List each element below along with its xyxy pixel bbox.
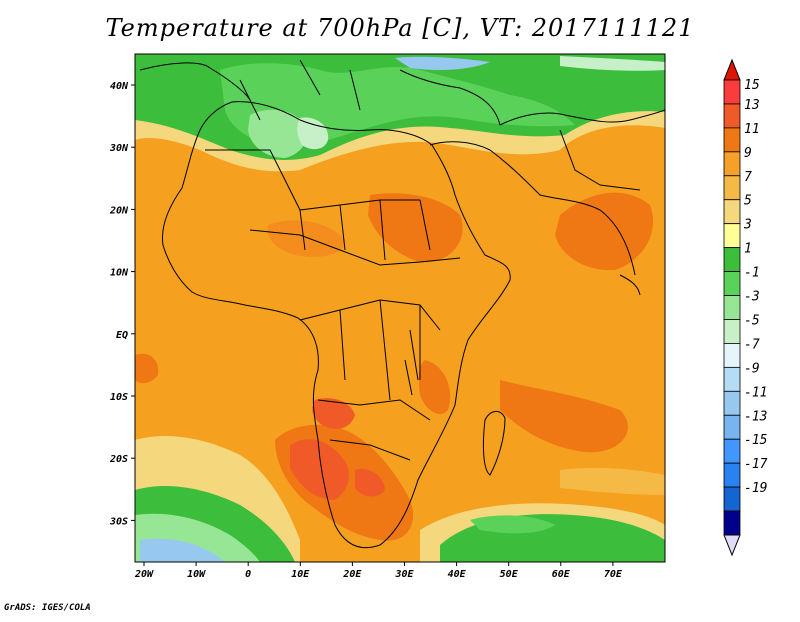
colorbar-label: -5 [744, 313, 760, 328]
colorbar-label: 5 [744, 194, 752, 209]
coastlines [139, 59, 665, 549]
colorbar-label: -11 [744, 385, 767, 400]
colorbar-segment [723, 486, 741, 512]
lat-tick-label: 30N [109, 143, 129, 154]
lon-tick-label: 70E [604, 569, 623, 580]
colorbar-segment [723, 247, 741, 272]
colorbar-segment [723, 127, 741, 153]
colorbar-segment [723, 319, 741, 344]
lon-tick-label: 0 [245, 569, 251, 580]
colorbar-label: 1 [744, 242, 752, 257]
lat-tick-label: 20S [109, 454, 128, 465]
colorbar-label: -13 [744, 409, 767, 424]
lat-tick-label: 30S [109, 516, 128, 527]
lat-tick-label: 10N [110, 268, 129, 279]
colorbar-label: -3 [744, 290, 760, 305]
lat-tick-label: 10S [110, 392, 128, 403]
lon-tick-label: 10E [291, 569, 310, 580]
colorbar-label: 9 [744, 146, 752, 161]
lon-tick-label: 40E [448, 569, 467, 580]
colorbar: 15 13 11 9 7 5 3 1 -1 -3 -5 -7 -9 -11 -13 -15 -17 -19 [723, 58, 768, 557]
lon-tick-label: 10W [187, 569, 206, 580]
lat-tick-label: 20N [109, 205, 129, 216]
colorbar-segment [723, 223, 741, 249]
lon-tick-label: 30E [394, 569, 414, 580]
plot-frame [134, 53, 666, 563]
colorbar-segment [723, 199, 741, 225]
colorbar-segment [723, 343, 741, 368]
colorbar-label: 7 [744, 170, 752, 185]
temperature-field [135, 54, 665, 562]
map-axes: 20W 10W 0 10E 20E 30E 40E 50E 60E 70E 40N 30N 20N 10N… [109, 81, 623, 580]
lon-tick-label: 20E [342, 569, 362, 580]
colorbar-segment [723, 462, 741, 488]
colorbar-segment [723, 390, 741, 416]
grads-credit: GrADS: IGES/COLA [4, 603, 91, 613]
colorbar-label: -1 [744, 266, 760, 281]
lat-tick-label: 40N [110, 81, 129, 92]
colorbar-segment [723, 366, 741, 392]
lon-tick-label: 50E [500, 569, 519, 580]
colorbar-label: 3 [743, 218, 752, 233]
lat-tick-label: EQ [116, 330, 128, 341]
colorbar-segment [723, 79, 741, 105]
colorbar-top-arrow [723, 58, 741, 81]
colorbar-label: 11 [744, 122, 760, 137]
colorbar-label: -9 [744, 361, 760, 376]
colorbar-label: -19 [744, 481, 767, 496]
colorbar-segment [723, 175, 741, 201]
colorbar-label: 15 [744, 78, 760, 93]
colorbar-bottom-arrow [723, 534, 741, 557]
colorbar-label: -17 [744, 457, 768, 472]
colorbar-segment [723, 510, 741, 536]
colorbar-segment [723, 151, 741, 177]
colorbar-segment [723, 295, 741, 320]
colorbar-segment [723, 271, 741, 296]
colorbar-segment [723, 438, 741, 464]
lon-tick-label: 20W [134, 569, 154, 580]
map-title: Temperature at 700hPa [C], VT: 201711112… [105, 14, 695, 42]
colorbar-label: -7 [744, 337, 760, 352]
colorbar-label: -15 [744, 433, 768, 448]
colorbar-segment [723, 414, 741, 440]
lon-tick-label: 60E [552, 569, 571, 580]
colorbar-label: 13 [744, 98, 760, 113]
colorbar-segment [723, 103, 741, 129]
